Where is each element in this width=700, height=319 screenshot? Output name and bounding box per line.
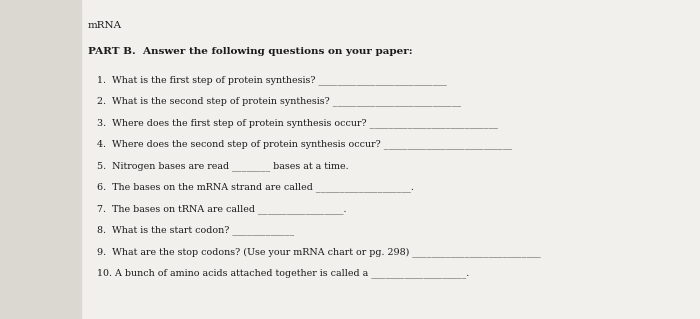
Text: 9.  What are the stop codons? (Use your mRNA chart or pg. 298) _________________: 9. What are the stop codons? (Use your m…	[97, 247, 540, 257]
Text: 10. A bunch of amino acids attached together is called a ____________________.: 10. A bunch of amino acids attached toge…	[97, 269, 469, 278]
Text: 5.  Nitrogen bases are read ________ bases at a time.: 5. Nitrogen bases are read ________ base…	[97, 161, 349, 171]
Bar	[0, 0, 80, 319]
Text: 3.  Where does the first step of protein synthesis occur? ______________________: 3. Where does the first step of protein …	[97, 118, 498, 128]
Text: 2.  What is the second step of protein synthesis? ___________________________: 2. What is the second step of protein sy…	[97, 97, 461, 106]
Text: PART B.  Answer the following questions on your paper:: PART B. Answer the following questions o…	[88, 47, 412, 56]
Text: 8.  What is the start codon? _____________: 8. What is the start codon? ____________…	[97, 226, 294, 235]
Text: 1.  What is the first step of protein synthesis? ___________________________: 1. What is the first step of protein syn…	[97, 75, 447, 85]
Text: mRNA: mRNA	[88, 21, 122, 30]
Text: 4.  Where does the second step of protein synthesis occur? _____________________: 4. Where does the second step of protein…	[97, 139, 512, 149]
Text: 7.  The bases on tRNA are called __________________.: 7. The bases on tRNA are called ________…	[97, 204, 346, 214]
Text: 6.  The bases on the mRNA strand are called ____________________.: 6. The bases on the mRNA strand are call…	[97, 182, 414, 192]
